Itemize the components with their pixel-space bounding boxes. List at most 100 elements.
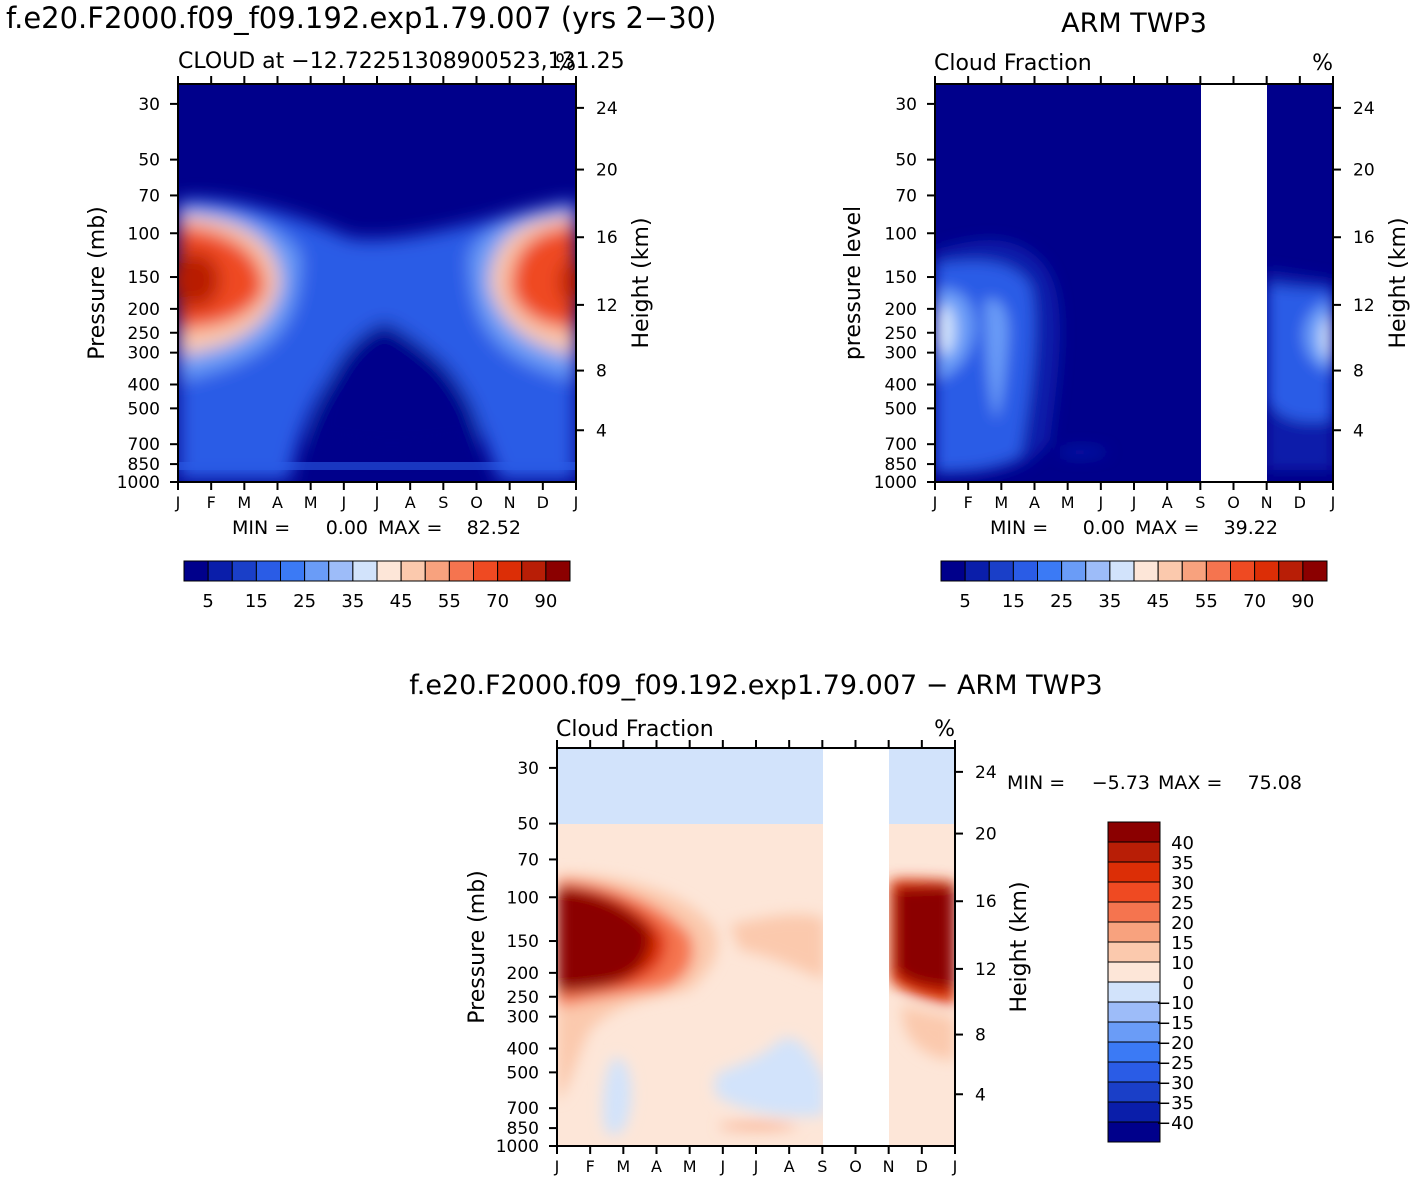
pressure-tick-label: 50 bbox=[138, 151, 160, 171]
height-tick-label: 4 bbox=[596, 421, 607, 441]
month-tick-label: A bbox=[272, 493, 283, 512]
panel-c-min-label: MIN = bbox=[1007, 772, 1065, 794]
height-tick-label: 8 bbox=[596, 362, 607, 382]
colorbar-swatch bbox=[1205, 560, 1231, 582]
pressure-tick-label: 30 bbox=[895, 95, 917, 115]
colorbar-swatch bbox=[1157, 560, 1183, 582]
colorbar-label: 25 bbox=[293, 591, 316, 612]
month-tick-label: J bbox=[554, 1157, 560, 1176]
pressure-tick-label: 1000 bbox=[117, 473, 160, 493]
height-tick-label: 8 bbox=[975, 1026, 986, 1046]
pressure-tick-label: 150 bbox=[128, 268, 160, 288]
diff-cloud-panel: Cloud Fraction % J F M A M J J A S O N D J 30 50 70 100 1… bbox=[465, 717, 1302, 1176]
height-tick-label: 20 bbox=[1353, 161, 1375, 181]
colorbar-swatch bbox=[304, 560, 330, 582]
month-tick-label: N bbox=[504, 493, 516, 512]
figure-title-bottom: f.e20.F2000.f09_f09.192.exp1.79.007 − AR… bbox=[409, 670, 1102, 701]
colorbar-swatch bbox=[207, 560, 233, 582]
month-tick-label: J bbox=[719, 1157, 725, 1176]
month-tick-label: J bbox=[374, 493, 380, 512]
colorbar-swatch bbox=[940, 560, 966, 582]
month-tick-label: A bbox=[651, 1157, 662, 1176]
panel-c-units: % bbox=[934, 717, 955, 742]
pressure-tick-label: 250 bbox=[507, 988, 539, 1008]
height-tick-label: 16 bbox=[975, 892, 997, 912]
colorbar-swatch bbox=[1107, 821, 1161, 843]
colorbar-label: −25 bbox=[1156, 1053, 1194, 1074]
colorbar-swatch bbox=[1107, 901, 1161, 923]
panel-b-max-label: MAX = bbox=[1135, 517, 1199, 539]
height-tick-label: 4 bbox=[1353, 421, 1364, 441]
pressure-tick-label: 400 bbox=[885, 375, 917, 395]
pressure-tick-label: 1000 bbox=[496, 1137, 539, 1157]
month-tick-label: O bbox=[470, 493, 483, 512]
month-tick-label: A bbox=[1162, 493, 1173, 512]
height-tick-label: 12 bbox=[1353, 296, 1375, 316]
month-tick-label: N bbox=[1261, 493, 1273, 512]
pressure-tick-label: 300 bbox=[507, 1008, 539, 1028]
colorbar-swatch bbox=[473, 560, 499, 582]
height-tick-label: 12 bbox=[975, 960, 997, 980]
colorbar-swatch bbox=[1278, 560, 1304, 582]
colorbar-swatch bbox=[1085, 560, 1111, 582]
colorbar-swatch bbox=[376, 560, 402, 582]
month-tick-label: A bbox=[405, 493, 416, 512]
pressure-tick-label: 400 bbox=[128, 375, 160, 395]
month-tick-label: F bbox=[586, 1157, 595, 1176]
height-tick-label: 20 bbox=[596, 161, 618, 181]
colorbar-swatch bbox=[1107, 1121, 1161, 1143]
pressure-tick-label: 100 bbox=[885, 224, 917, 244]
colorbar-swatch bbox=[1133, 560, 1159, 582]
colorbar-swatch bbox=[1107, 1081, 1161, 1103]
panel-b-min-label: MIN = bbox=[990, 517, 1048, 539]
colorbar-label: 45 bbox=[390, 591, 413, 612]
colorbar-label: 15 bbox=[245, 591, 268, 612]
panel-a-units: % bbox=[555, 51, 576, 76]
colorbar-swatch bbox=[964, 560, 990, 582]
pressure-tick-label: 30 bbox=[138, 95, 160, 115]
month-tick-label: S bbox=[438, 493, 448, 512]
panel-b-units: % bbox=[1312, 51, 1333, 76]
panel-a-y2label: Height (km) bbox=[629, 217, 654, 348]
pressure-tick-label: 100 bbox=[507, 888, 539, 908]
month-tick-label: A bbox=[1029, 493, 1040, 512]
colorbar-swatch bbox=[521, 560, 547, 582]
panel-c-max-value: 75.08 bbox=[1248, 772, 1302, 794]
height-tick-label: 24 bbox=[1353, 99, 1375, 119]
panel-a-ylabel: Pressure (mb) bbox=[85, 206, 110, 360]
month-tick-label: O bbox=[1227, 493, 1240, 512]
colorbar-label: 45 bbox=[1147, 591, 1170, 612]
panel-a-colorbar: 5 15 25 35 45 55 70 90 bbox=[183, 560, 571, 612]
panel-b-y2label: Height (km) bbox=[1386, 217, 1411, 348]
month-tick-label: J bbox=[1131, 493, 1137, 512]
pressure-tick-label: 700 bbox=[507, 1099, 539, 1119]
panel-b-min-value: 0.00 bbox=[1083, 517, 1125, 539]
colorbar-swatch bbox=[280, 560, 306, 582]
colorbar-swatch bbox=[183, 560, 209, 582]
month-tick-label: A bbox=[784, 1157, 795, 1176]
month-tick-label: J bbox=[932, 493, 938, 512]
colorbar-label: 5 bbox=[202, 591, 213, 612]
pressure-tick-label: 150 bbox=[507, 932, 539, 952]
height-tick-label: 4 bbox=[975, 1085, 986, 1105]
pressure-tick-label: 400 bbox=[507, 1039, 539, 1059]
colorbar-label: −35 bbox=[1156, 1093, 1194, 1114]
colorbar-label: −10 bbox=[1156, 993, 1194, 1014]
month-tick-label: O bbox=[849, 1157, 862, 1176]
month-tick-label: S bbox=[1195, 493, 1205, 512]
colorbar-swatch bbox=[497, 560, 523, 582]
pressure-tick-label: 50 bbox=[895, 151, 917, 171]
colorbar-label: 10 bbox=[1171, 953, 1194, 974]
colorbar-swatch bbox=[1109, 560, 1135, 582]
colorbar-swatch bbox=[1107, 1101, 1161, 1123]
colorbar-label: 25 bbox=[1050, 591, 1073, 612]
colorbar-swatch bbox=[1107, 1001, 1161, 1023]
panel-b-title: Cloud Fraction bbox=[934, 51, 1092, 76]
colorbar-swatch bbox=[1107, 941, 1161, 963]
height-tick-label: 20 bbox=[975, 825, 997, 845]
pressure-tick-label: 850 bbox=[507, 1119, 539, 1139]
panel-b-colorbar: 5 15 25 35 45 55 70 90 bbox=[940, 560, 1328, 612]
pressure-tick-label: 200 bbox=[128, 300, 160, 320]
colorbar-label: −30 bbox=[1156, 1073, 1194, 1094]
